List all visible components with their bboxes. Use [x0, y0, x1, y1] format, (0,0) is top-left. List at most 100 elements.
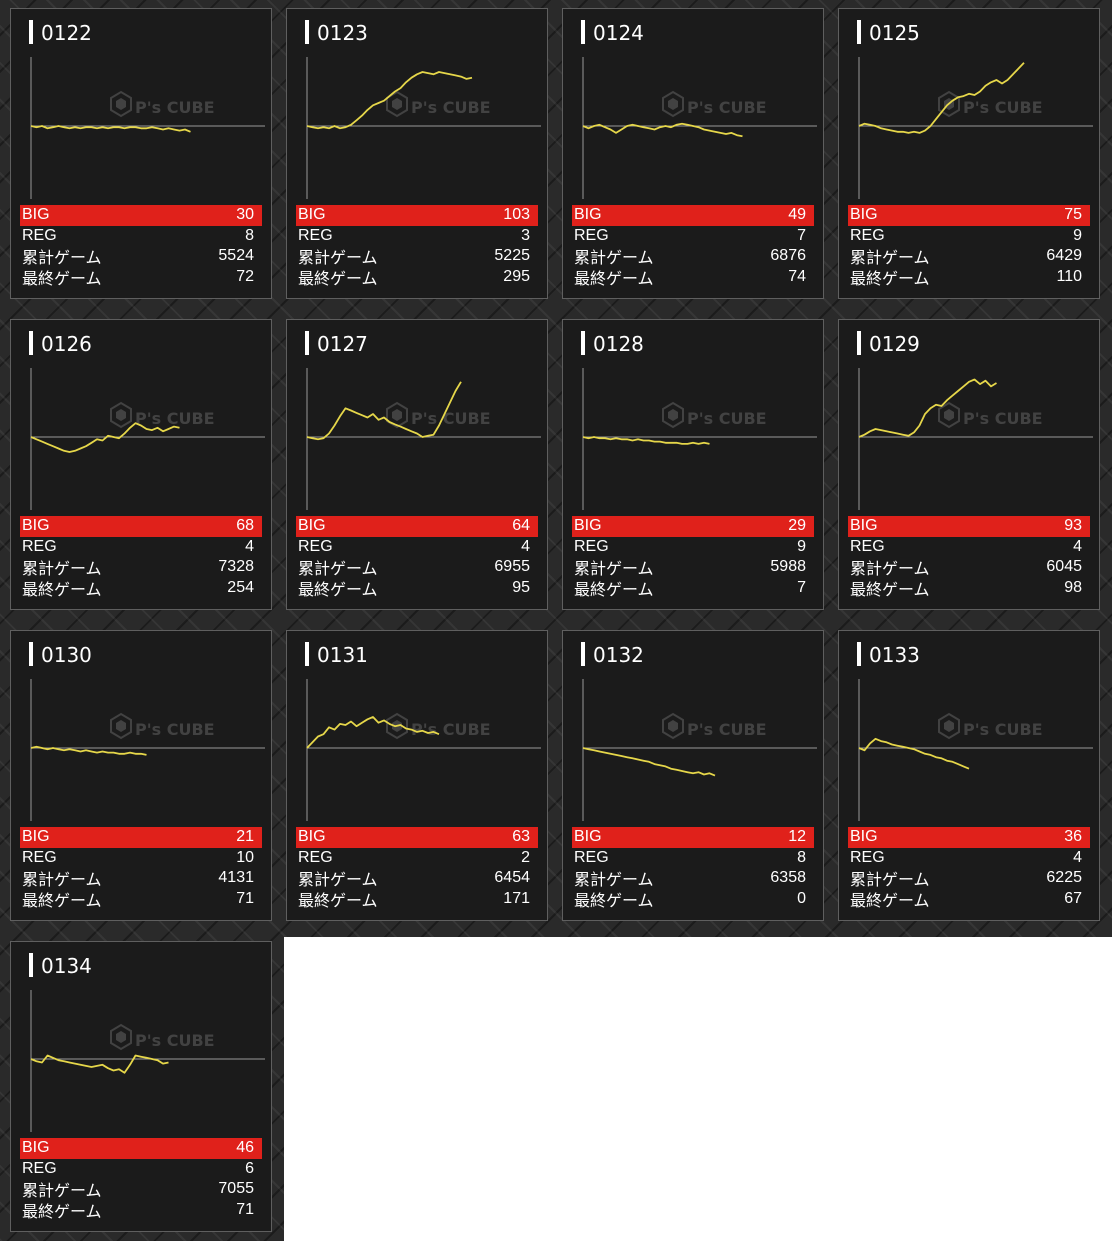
- total-games-row: 累計ゲーム 5524: [20, 246, 262, 267]
- last-games-label: 最終ゲーム: [22, 892, 102, 910]
- last-games-label: 最終ゲーム: [22, 581, 102, 599]
- last-games-row: 最終ゲーム 254: [20, 578, 262, 599]
- machine-card-0124[interactable]: 0124 P's CUBE BIG 49 REG 7 累計ゲーム 6876: [562, 8, 824, 299]
- reg-label: REG: [574, 226, 609, 244]
- slump-graph: P's CUBE: [582, 368, 817, 510]
- machine-number: 0122: [41, 21, 92, 45]
- title-accent-bar: [581, 20, 585, 44]
- big-label: BIG: [574, 517, 602, 535]
- total-games-count: 6955: [494, 558, 530, 576]
- slump-graph: P's CUBE: [30, 990, 265, 1132]
- stats-table: BIG 93 REG 4 累計ゲーム 6045 最終ゲーム 98: [848, 516, 1090, 599]
- last-games-count: 71: [236, 1200, 254, 1218]
- reg-row: REG 9: [572, 537, 814, 558]
- reg-row: REG 2: [296, 848, 538, 869]
- watermark-brand: P's CUBE: [963, 409, 1043, 428]
- title-accent-bar: [29, 953, 33, 977]
- last-games-row: 最終ゲーム 71: [20, 1200, 262, 1221]
- title-accent-bar: [305, 331, 309, 355]
- last-games-row: 最終ゲーム 67: [848, 889, 1090, 910]
- watermark-logo: P's CUBE: [386, 90, 491, 118]
- reg-label: REG: [850, 226, 885, 244]
- reg-label: REG: [850, 848, 885, 866]
- last-games-count: 74: [788, 267, 806, 285]
- machine-card-0134[interactable]: 0134 P's CUBE BIG 46 REG 6 累計ゲーム 7055: [10, 941, 272, 1232]
- total-games-label: 累計ゲーム: [574, 872, 654, 890]
- cube-logo-icon: [662, 90, 684, 118]
- reg-row: REG 6: [20, 1159, 262, 1180]
- total-games-row: 累計ゲーム 5225: [296, 246, 538, 267]
- machine-card-0127[interactable]: 0127 P's CUBE BIG 64 REG 4 累計ゲーム 6955: [286, 319, 548, 610]
- machine-card-0131[interactable]: 0131 P's CUBE BIG 63 REG 2 累計ゲーム 6454: [286, 630, 548, 921]
- cube-logo-icon: [938, 90, 960, 118]
- total-games-row: 累計ゲーム 7328: [20, 557, 262, 578]
- watermark-brand: P's CUBE: [135, 1031, 215, 1050]
- watermark-logo: P's CUBE: [110, 401, 215, 429]
- big-count: 93: [1064, 517, 1082, 535]
- cube-logo-icon: [110, 90, 132, 118]
- total-games-row: 累計ゲーム 6955: [296, 557, 538, 578]
- slump-line: [582, 122, 743, 138]
- big-row: BIG 46: [20, 1138, 262, 1159]
- title-accent-bar: [305, 642, 309, 666]
- reg-label: REG: [22, 1159, 57, 1177]
- last-games-label: 最終ゲーム: [298, 270, 378, 288]
- machine-card-0133[interactable]: 0133 P's CUBE BIG 36 REG 4 累計ゲーム 6225: [838, 630, 1100, 921]
- total-games-count: 6045: [1046, 558, 1082, 576]
- machine-card-0122[interactable]: 0122 P's CUBE BIG 30 REG 8 累計ゲーム 5524: [10, 8, 272, 299]
- watermark-brand: P's CUBE: [963, 720, 1043, 739]
- machine-card-0123[interactable]: 0123 P's CUBE BIG 103 REG 3 累計ゲーム 5225: [286, 8, 548, 299]
- last-games-label: 最終ゲーム: [22, 270, 102, 288]
- cube-logo-icon: [110, 1023, 132, 1051]
- slump-line: [858, 737, 970, 770]
- machine-card-0129[interactable]: 0129 P's CUBE BIG 93 REG 4 累計ゲーム 6045: [838, 319, 1100, 610]
- slump-graph: P's CUBE: [858, 679, 1093, 821]
- last-games-label: 最終ゲーム: [850, 270, 930, 288]
- machine-card-0130[interactable]: 0130 P's CUBE BIG 21 REG 10 累計ゲーム 4131: [10, 630, 272, 921]
- reg-count: 9: [1073, 226, 1082, 244]
- watermark-brand: P's CUBE: [963, 98, 1043, 117]
- machine-card-0125[interactable]: 0125 P's CUBE BIG 75 REG 9 累計ゲーム 6429: [838, 8, 1100, 299]
- big-count: 64: [512, 517, 530, 535]
- reg-row: REG 10: [20, 848, 262, 869]
- reg-row: REG 7: [572, 226, 814, 247]
- slump-graph: P's CUBE: [306, 368, 541, 510]
- slump-graph: P's CUBE: [306, 679, 541, 821]
- reg-count: 9: [797, 537, 806, 555]
- last-games-row: 最終ゲーム 72: [20, 267, 262, 288]
- machine-card-0128[interactable]: 0128 P's CUBE BIG 29 REG 9 累計ゲーム 5988: [562, 319, 824, 610]
- reg-label: REG: [298, 537, 333, 555]
- total-games-row: 累計ゲーム 6429: [848, 246, 1090, 267]
- slump-graph: P's CUBE: [582, 679, 817, 821]
- last-games-label: 最終ゲーム: [298, 581, 378, 599]
- last-games-row: 最終ゲーム 71: [20, 889, 262, 910]
- total-games-row: 累計ゲーム 6876: [572, 246, 814, 267]
- big-label: BIG: [22, 828, 50, 846]
- total-games-count: 5988: [770, 558, 806, 576]
- watermark-brand: P's CUBE: [411, 720, 491, 739]
- empty-area: [284, 937, 1112, 1241]
- machine-number: 0126: [41, 332, 92, 356]
- watermark-logo: P's CUBE: [938, 401, 1043, 429]
- big-row: BIG 64: [296, 516, 538, 537]
- slump-graph: P's CUBE: [30, 679, 265, 821]
- big-count: 75: [1064, 206, 1082, 224]
- stats-table: BIG 46 REG 6 累計ゲーム 7055 最終ゲーム 71: [20, 1138, 262, 1221]
- machine-card-0126[interactable]: 0126 P's CUBE BIG 68 REG 4 累計ゲーム 7328: [10, 319, 272, 610]
- total-games-row: 累計ゲーム 7055: [20, 1179, 262, 1200]
- machine-card-0132[interactable]: 0132 P's CUBE BIG 12 REG 8 累計ゲーム 6358: [562, 630, 824, 921]
- machine-number: 0130: [41, 643, 92, 667]
- machine-number: 0124: [593, 21, 644, 45]
- cube-logo-icon: [938, 401, 960, 429]
- total-games-count: 4131: [218, 869, 254, 887]
- reg-count: 4: [245, 537, 254, 555]
- last-games-label: 最終ゲーム: [850, 892, 930, 910]
- watermark-brand: P's CUBE: [411, 409, 491, 428]
- last-games-label: 最終ゲーム: [574, 270, 654, 288]
- last-games-count: 7: [797, 578, 806, 596]
- total-games-label: 累計ゲーム: [574, 561, 654, 579]
- total-games-count: 7328: [218, 558, 254, 576]
- reg-row: REG 4: [848, 848, 1090, 869]
- last-games-row: 最終ゲーム 7: [572, 578, 814, 599]
- total-games-row: 累計ゲーム 6225: [848, 868, 1090, 889]
